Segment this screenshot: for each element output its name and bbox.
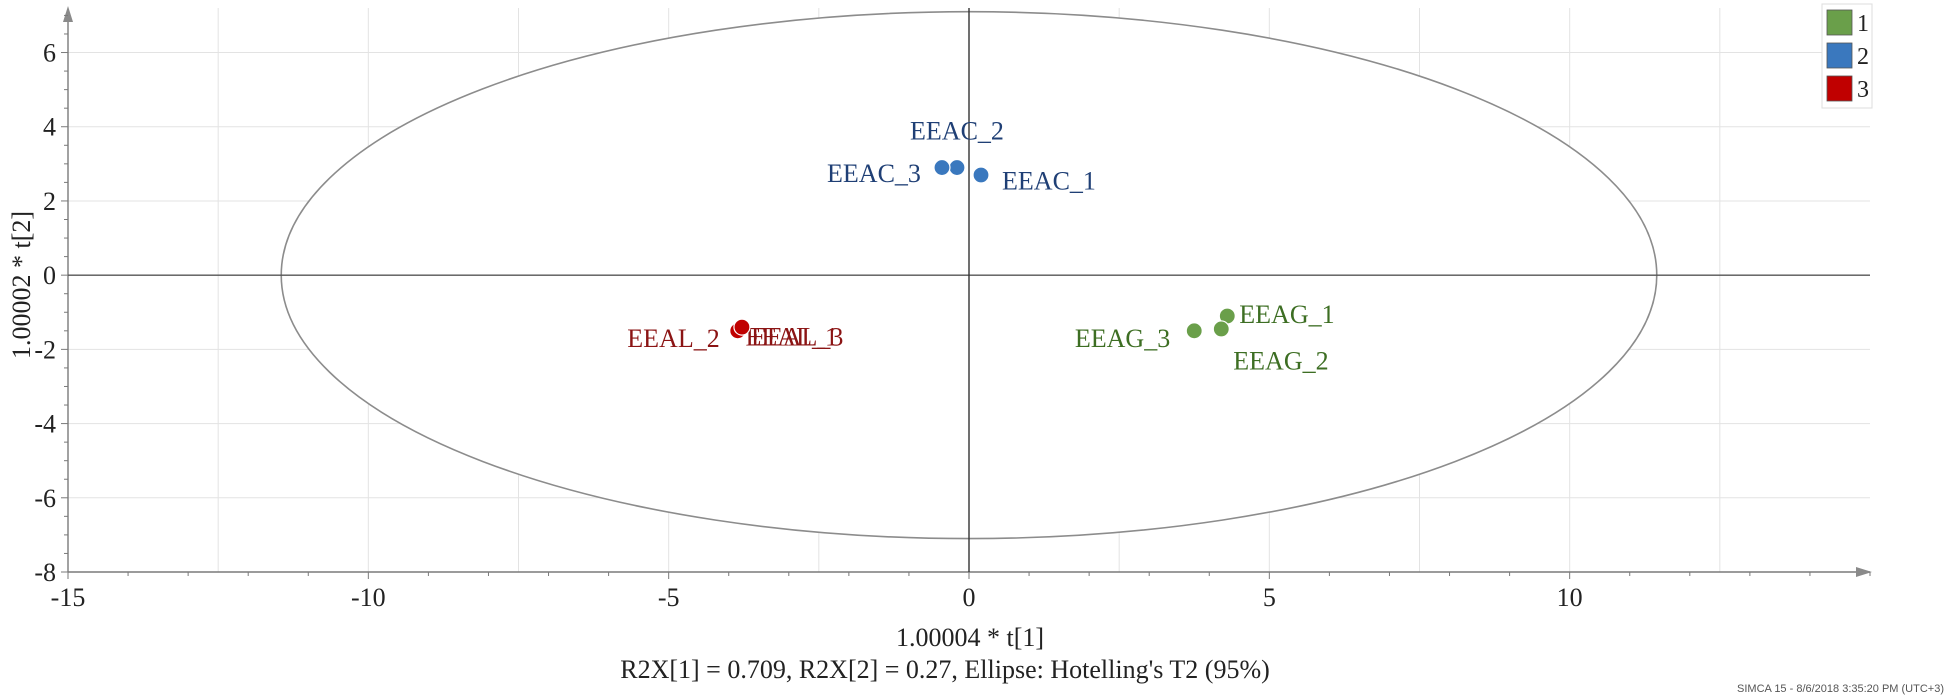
x-axis-title: 1.00004 * t[1]: [896, 623, 1044, 652]
data-point[interactable]: [1185, 322, 1203, 340]
data-points: EEAG_1 EEAG_2 EEAG_3 EEAC_1 EEAC_2 EEAC_3 EEAL…: [627, 116, 1334, 375]
data-point-label: EEAL_3: [751, 322, 843, 351]
x-tick-label: -10: [351, 583, 386, 612]
data-point-label: EEAL_1: [746, 322, 838, 351]
legend[interactable]: 1 2 3: [1821, 3, 1873, 109]
y-tick-label: -6: [34, 484, 56, 513]
data-point-label: EEAG_1: [1239, 300, 1334, 329]
y-tick-label: -8: [34, 558, 56, 587]
data-point-label: EEAC_2: [910, 116, 1004, 145]
data-point[interactable]: [1212, 320, 1230, 338]
y-tick-label: 4: [43, 113, 56, 142]
legend-label: 2: [1857, 44, 1869, 70]
data-point-label: EEAG_2: [1233, 347, 1328, 376]
data-point-label: EEAL_2: [627, 324, 719, 353]
y-axis-arrow-icon: [63, 6, 73, 22]
legend-label: 3: [1857, 77, 1869, 103]
legend-swatch[interactable]: [1826, 9, 1853, 36]
x-axis-arrow-icon: [1856, 567, 1872, 577]
y-axis-title: 1.00002 * t[2]: [7, 211, 36, 359]
y-tick-label: 0: [43, 261, 56, 290]
data-point[interactable]: [972, 166, 990, 184]
y-tick-label: 2: [43, 187, 56, 216]
x-tick-label: 10: [1557, 583, 1583, 612]
software-footer: SIMCA 15 - 8/6/2018 3:35:20 PM (UTC+3): [1737, 683, 1944, 695]
legend-swatch[interactable]: [1826, 75, 1853, 102]
x-tick-label: -15: [51, 583, 86, 612]
x-tick-label: -5: [658, 583, 680, 612]
x-tick-label: 0: [963, 583, 976, 612]
data-point-label: EEAG_3: [1075, 324, 1170, 353]
chart-subtitle: R2X[1] = 0.709, R2X[2] = 0.27, Ellipse: …: [620, 655, 1270, 684]
data-point[interactable]: [933, 158, 951, 177]
axes: [61, 6, 1872, 579]
data-point[interactable]: [733, 318, 751, 336]
data-point-label: EEAC_3: [827, 159, 921, 188]
x-tick-label: 5: [1263, 583, 1276, 612]
data-point[interactable]: [948, 158, 966, 177]
y-tick-label: -4: [34, 410, 56, 439]
legend-label: 1: [1857, 11, 1869, 37]
y-tick-label: -2: [34, 335, 56, 364]
legend-swatch[interactable]: [1826, 42, 1853, 69]
y-tick-label: 6: [43, 39, 56, 68]
data-point-label: EEAC_1: [1002, 167, 1096, 196]
tick-labels: -15 -10 -5 0 5 10 -8 -6 -4 -2 0 2 4 6: [34, 39, 1582, 612]
